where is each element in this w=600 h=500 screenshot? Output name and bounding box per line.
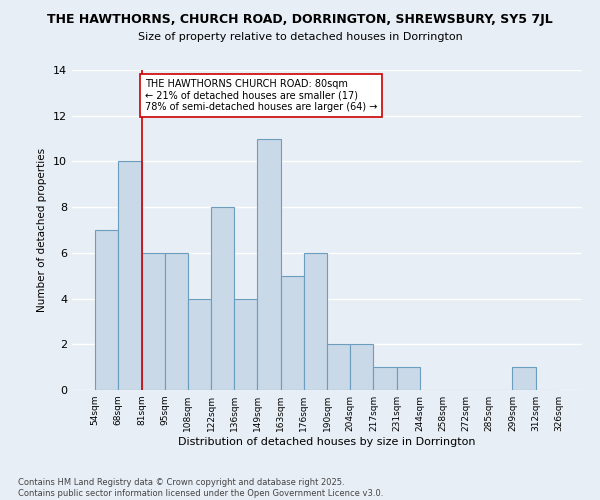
Bar (257, 138, 281, 390)
Bar (512, 367, 536, 390)
Bar (211, 207, 234, 390)
Bar (373, 367, 397, 390)
Bar (304, 253, 327, 390)
Bar (142, 253, 165, 390)
Bar (95, 230, 118, 390)
Y-axis label: Number of detached properties: Number of detached properties (37, 148, 47, 312)
Text: THE HAWTHORNS CHURCH ROAD: 80sqm
← 21% of detached houses are smaller (17)
78% o: THE HAWTHORNS CHURCH ROAD: 80sqm ← 21% o… (145, 79, 377, 112)
Bar (234, 298, 257, 390)
Text: THE HAWTHORNS, CHURCH ROAD, DORRINGTON, SHREWSBURY, SY5 7JL: THE HAWTHORNS, CHURCH ROAD, DORRINGTON, … (47, 12, 553, 26)
Text: Size of property relative to detached houses in Dorrington: Size of property relative to detached ho… (137, 32, 463, 42)
Bar (188, 298, 211, 390)
Bar (118, 162, 142, 390)
Bar (165, 253, 188, 390)
Bar (281, 276, 304, 390)
Text: Contains HM Land Registry data © Crown copyright and database right 2025.
Contai: Contains HM Land Registry data © Crown c… (18, 478, 383, 498)
X-axis label: Distribution of detached houses by size in Dorrington: Distribution of detached houses by size … (178, 437, 476, 447)
Bar (350, 344, 373, 390)
Bar (397, 367, 420, 390)
Bar (327, 344, 350, 390)
